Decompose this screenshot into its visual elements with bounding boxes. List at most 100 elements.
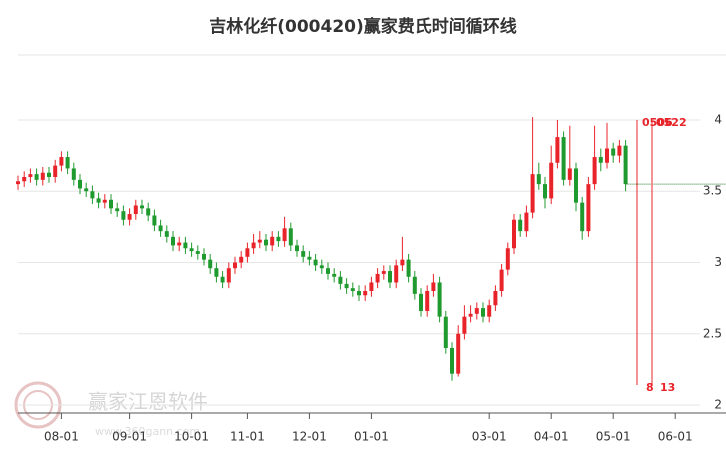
watermark-url: www.360gann.com — [95, 425, 200, 438]
candle-body — [233, 262, 237, 269]
candle-body — [47, 172, 51, 177]
cycle-count: 13 — [660, 381, 675, 394]
y-tick-label: 2 — [714, 398, 722, 412]
y-tick-label: 4 — [714, 112, 722, 126]
candle-body — [462, 316, 467, 334]
candle-body — [313, 259, 318, 266]
candle-body — [574, 168, 578, 203]
candle-body — [468, 313, 473, 317]
candle-body — [295, 245, 299, 252]
candle-body — [208, 259, 213, 269]
candle-body — [16, 181, 20, 185]
candle-body — [567, 168, 572, 180]
candle-body — [152, 215, 157, 226]
candle-body — [493, 291, 498, 306]
candle-body — [524, 212, 529, 232]
candle-body — [437, 282, 442, 317]
candle-body — [518, 219, 523, 232]
candle-body — [121, 211, 126, 220]
candle-body — [171, 236, 175, 246]
candle-body — [561, 137, 566, 180]
candle-body — [90, 191, 95, 199]
candle-body — [332, 273, 337, 277]
candle-body — [109, 199, 113, 209]
candle-body — [505, 248, 510, 270]
candle-body — [357, 291, 361, 296]
candle-body — [406, 259, 411, 277]
candle-body — [443, 316, 448, 349]
candle-body — [611, 148, 616, 156]
x-tick-label: 11-01 — [230, 430, 265, 444]
candle-body — [598, 157, 603, 163]
y-tick-label: 3 — [714, 255, 722, 269]
candle-body — [617, 145, 622, 156]
candle-body — [388, 271, 392, 283]
candle-body — [549, 162, 554, 199]
candle-body — [59, 157, 64, 166]
x-tick-label: 08-01 — [44, 430, 79, 444]
candle-body — [338, 276, 343, 284]
candle-body — [344, 283, 349, 289]
candle-body — [40, 172, 45, 180]
candle-body — [245, 248, 250, 257]
candle-body — [164, 231, 169, 237]
candle-body — [412, 276, 417, 294]
chart-title: 吉林化纤(000420)赢家费氏时间循环线 — [209, 16, 517, 37]
candle-body — [282, 228, 287, 242]
candle-body — [257, 239, 262, 243]
candle-body — [146, 208, 151, 216]
candle-body — [381, 271, 386, 274]
x-tick-label: 12-01 — [292, 430, 327, 444]
watermark-name: 赢家江恩软件 — [88, 390, 208, 414]
candle-body — [195, 251, 200, 254]
candle-body — [140, 205, 144, 209]
x-tick-label: 09-01 — [112, 430, 147, 444]
candle-body — [431, 282, 436, 292]
candle-body — [34, 174, 39, 180]
candle-body — [202, 253, 206, 260]
candle-body — [53, 165, 58, 177]
candle-body — [189, 248, 194, 252]
candle-body — [214, 268, 219, 277]
candle-body — [270, 236, 275, 246]
candle-body — [363, 291, 368, 296]
candle-body — [96, 198, 101, 203]
x-tick-label: 10-01 — [174, 430, 209, 444]
candle-body — [456, 333, 461, 374]
candle-body — [220, 276, 225, 283]
candle-body — [555, 137, 560, 163]
candle-body — [543, 184, 547, 199]
cycle-count: 8 — [646, 381, 654, 394]
candle-body — [623, 145, 628, 185]
candle-body — [239, 256, 244, 263]
x-tick-label: 01-01 — [354, 430, 389, 444]
candle-body — [474, 308, 479, 314]
x-tick-label: 03-01 — [472, 430, 507, 444]
cycle-date: 0506 — [642, 116, 673, 129]
candle-body — [481, 308, 485, 317]
y-tick-label: 2.5 — [703, 326, 722, 340]
candle-body — [127, 214, 132, 220]
candle-body — [288, 228, 293, 246]
watermark: 赢家江恩软件 www.360gann.com — [14, 381, 208, 438]
candle-body — [375, 273, 380, 283]
cycle-date: 0522 — [656, 116, 687, 129]
candle-body — [264, 239, 268, 246]
candle-body — [487, 305, 492, 317]
candle-body — [394, 265, 399, 283]
candle-body — [369, 282, 374, 292]
candle-body — [499, 269, 504, 292]
candle-body — [301, 251, 306, 257]
candle-body — [251, 242, 256, 249]
candle-body — [400, 259, 405, 266]
candle-body — [350, 288, 355, 292]
candle-body — [326, 268, 330, 274]
candle-body — [71, 168, 76, 180]
candle-body — [586, 184, 591, 232]
candle-body — [530, 174, 535, 213]
x-tick-label: 05-01 — [596, 430, 631, 444]
candle-body — [580, 202, 585, 232]
candle-body — [65, 157, 70, 169]
candle-body — [605, 148, 609, 163]
